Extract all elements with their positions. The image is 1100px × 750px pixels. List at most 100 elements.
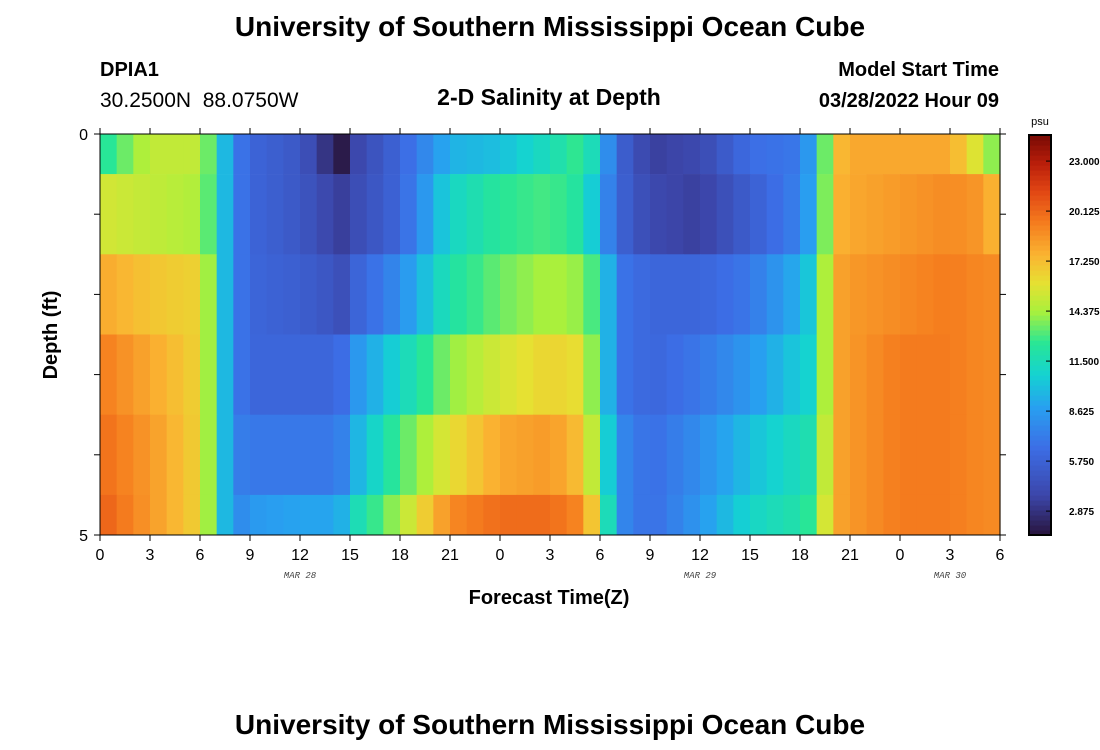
colorbar-segment [1029, 275, 1051, 281]
heatmap-cell [850, 494, 868, 536]
heatmap-cell [166, 174, 184, 255]
heatmap-cell [750, 494, 768, 536]
heatmap-cell [933, 334, 951, 415]
heatmap-cell [750, 134, 768, 175]
heatmap-cell [283, 414, 301, 496]
heatmap-cell [816, 494, 834, 536]
heatmap-cell [266, 174, 284, 255]
heatmap-cell [150, 254, 168, 335]
heatmap-cell [500, 494, 518, 536]
heatmap-cell [333, 134, 351, 175]
heatmap-cell [150, 134, 168, 175]
heatmap-cell [150, 494, 168, 536]
colorbar-segment [1029, 415, 1051, 421]
heatmap-cell [133, 414, 151, 496]
model-start-label: Model Start Time [838, 59, 999, 81]
heatmap-cell [766, 334, 784, 415]
colorbar-segment [1029, 195, 1051, 201]
colorbar-segment [1029, 240, 1051, 246]
heatmap-cell [983, 174, 1001, 255]
colorbar-segment [1029, 485, 1051, 491]
heatmap-cell [250, 134, 268, 175]
colorbar-segment [1029, 315, 1051, 321]
heatmap-cell [700, 134, 718, 175]
heatmap-cell [300, 334, 318, 415]
heatmap-cell [883, 494, 901, 536]
colorbar-segment [1029, 255, 1051, 261]
heatmap-cell [866, 494, 884, 536]
heatmap-cell [833, 174, 851, 255]
heatmap-cell [850, 134, 868, 175]
colorbar-tick-label: 11.500 [1069, 357, 1099, 368]
heatmap-cell [733, 134, 751, 175]
heatmap-cell [650, 174, 668, 255]
colorbar-tick-label: 23.000 [1069, 157, 1100, 168]
heatmap-cell [566, 334, 584, 415]
heatmap-cell [516, 134, 534, 175]
heatmap-cell [283, 134, 301, 175]
heatmap-cell [250, 334, 268, 415]
colorbar-segment [1029, 155, 1051, 161]
heatmap-cell [350, 334, 368, 415]
heatmap-cell [616, 334, 634, 415]
heatmap-cell [800, 494, 818, 536]
heatmap-cell [916, 174, 934, 255]
heatmap-cell [666, 334, 684, 415]
colorbar-segment [1029, 520, 1051, 526]
heatmap-cell [366, 174, 384, 255]
colorbar-segment [1029, 260, 1051, 266]
heatmap-cell [283, 174, 301, 255]
heatmap-cell [216, 414, 234, 496]
heatmap-cell [650, 254, 668, 335]
heatmap-cell [616, 494, 634, 536]
heatmap-cell [233, 414, 251, 496]
date-label: MAR 29 [684, 571, 717, 581]
heatmap-cell [533, 134, 551, 175]
heatmap-cell [783, 494, 801, 536]
heatmap-cell [266, 414, 284, 496]
heatmap-cell [516, 494, 534, 536]
heatmap-cell [950, 494, 968, 536]
heatmap-cell [716, 134, 734, 175]
heatmap-cell [616, 134, 634, 175]
heatmap-cell [550, 334, 568, 415]
heatmap-cell [100, 494, 118, 536]
heatmap-cell [750, 254, 768, 335]
x-tick-label: 0 [896, 547, 905, 564]
heatmap-cell [200, 414, 218, 496]
colorbar-segment [1029, 225, 1051, 231]
heatmap-cell [733, 494, 751, 536]
heatmap-cell [500, 334, 518, 415]
heatmap-cell [616, 254, 634, 335]
heatmap-cell [366, 494, 384, 536]
x-tick-label: 6 [996, 547, 1005, 564]
colorbar-segment [1029, 135, 1051, 141]
heatmap-cell [783, 134, 801, 175]
heatmap-cell [450, 334, 468, 415]
heatmap-cell [166, 134, 184, 175]
heatmap-cell [883, 134, 901, 175]
heatmap-cell [450, 254, 468, 335]
heatmap-cell [483, 254, 501, 335]
heatmap-cell [200, 174, 218, 255]
colorbar-segment [1029, 490, 1051, 496]
page-title: University of Southern Mississippi Ocean… [235, 11, 865, 42]
heatmap-cell [316, 254, 334, 335]
heatmap-cell [383, 174, 401, 255]
x-tick-label: 3 [546, 547, 555, 564]
colorbar-segment [1029, 455, 1051, 461]
heatmap-cell [750, 334, 768, 415]
heatmap-cell [733, 414, 751, 496]
heatmap-cell [383, 254, 401, 335]
heatmap-cell [300, 254, 318, 335]
heatmap-cell [466, 414, 484, 496]
heatmap-cell [166, 414, 184, 496]
colorbar-segment [1029, 270, 1051, 276]
colorbar-segment [1029, 375, 1051, 381]
heatmap-cell [150, 334, 168, 415]
heatmap-cell [300, 414, 318, 496]
heatmap-cell [183, 414, 201, 496]
colorbar-segment [1029, 345, 1051, 351]
heatmap-cell [816, 134, 834, 175]
